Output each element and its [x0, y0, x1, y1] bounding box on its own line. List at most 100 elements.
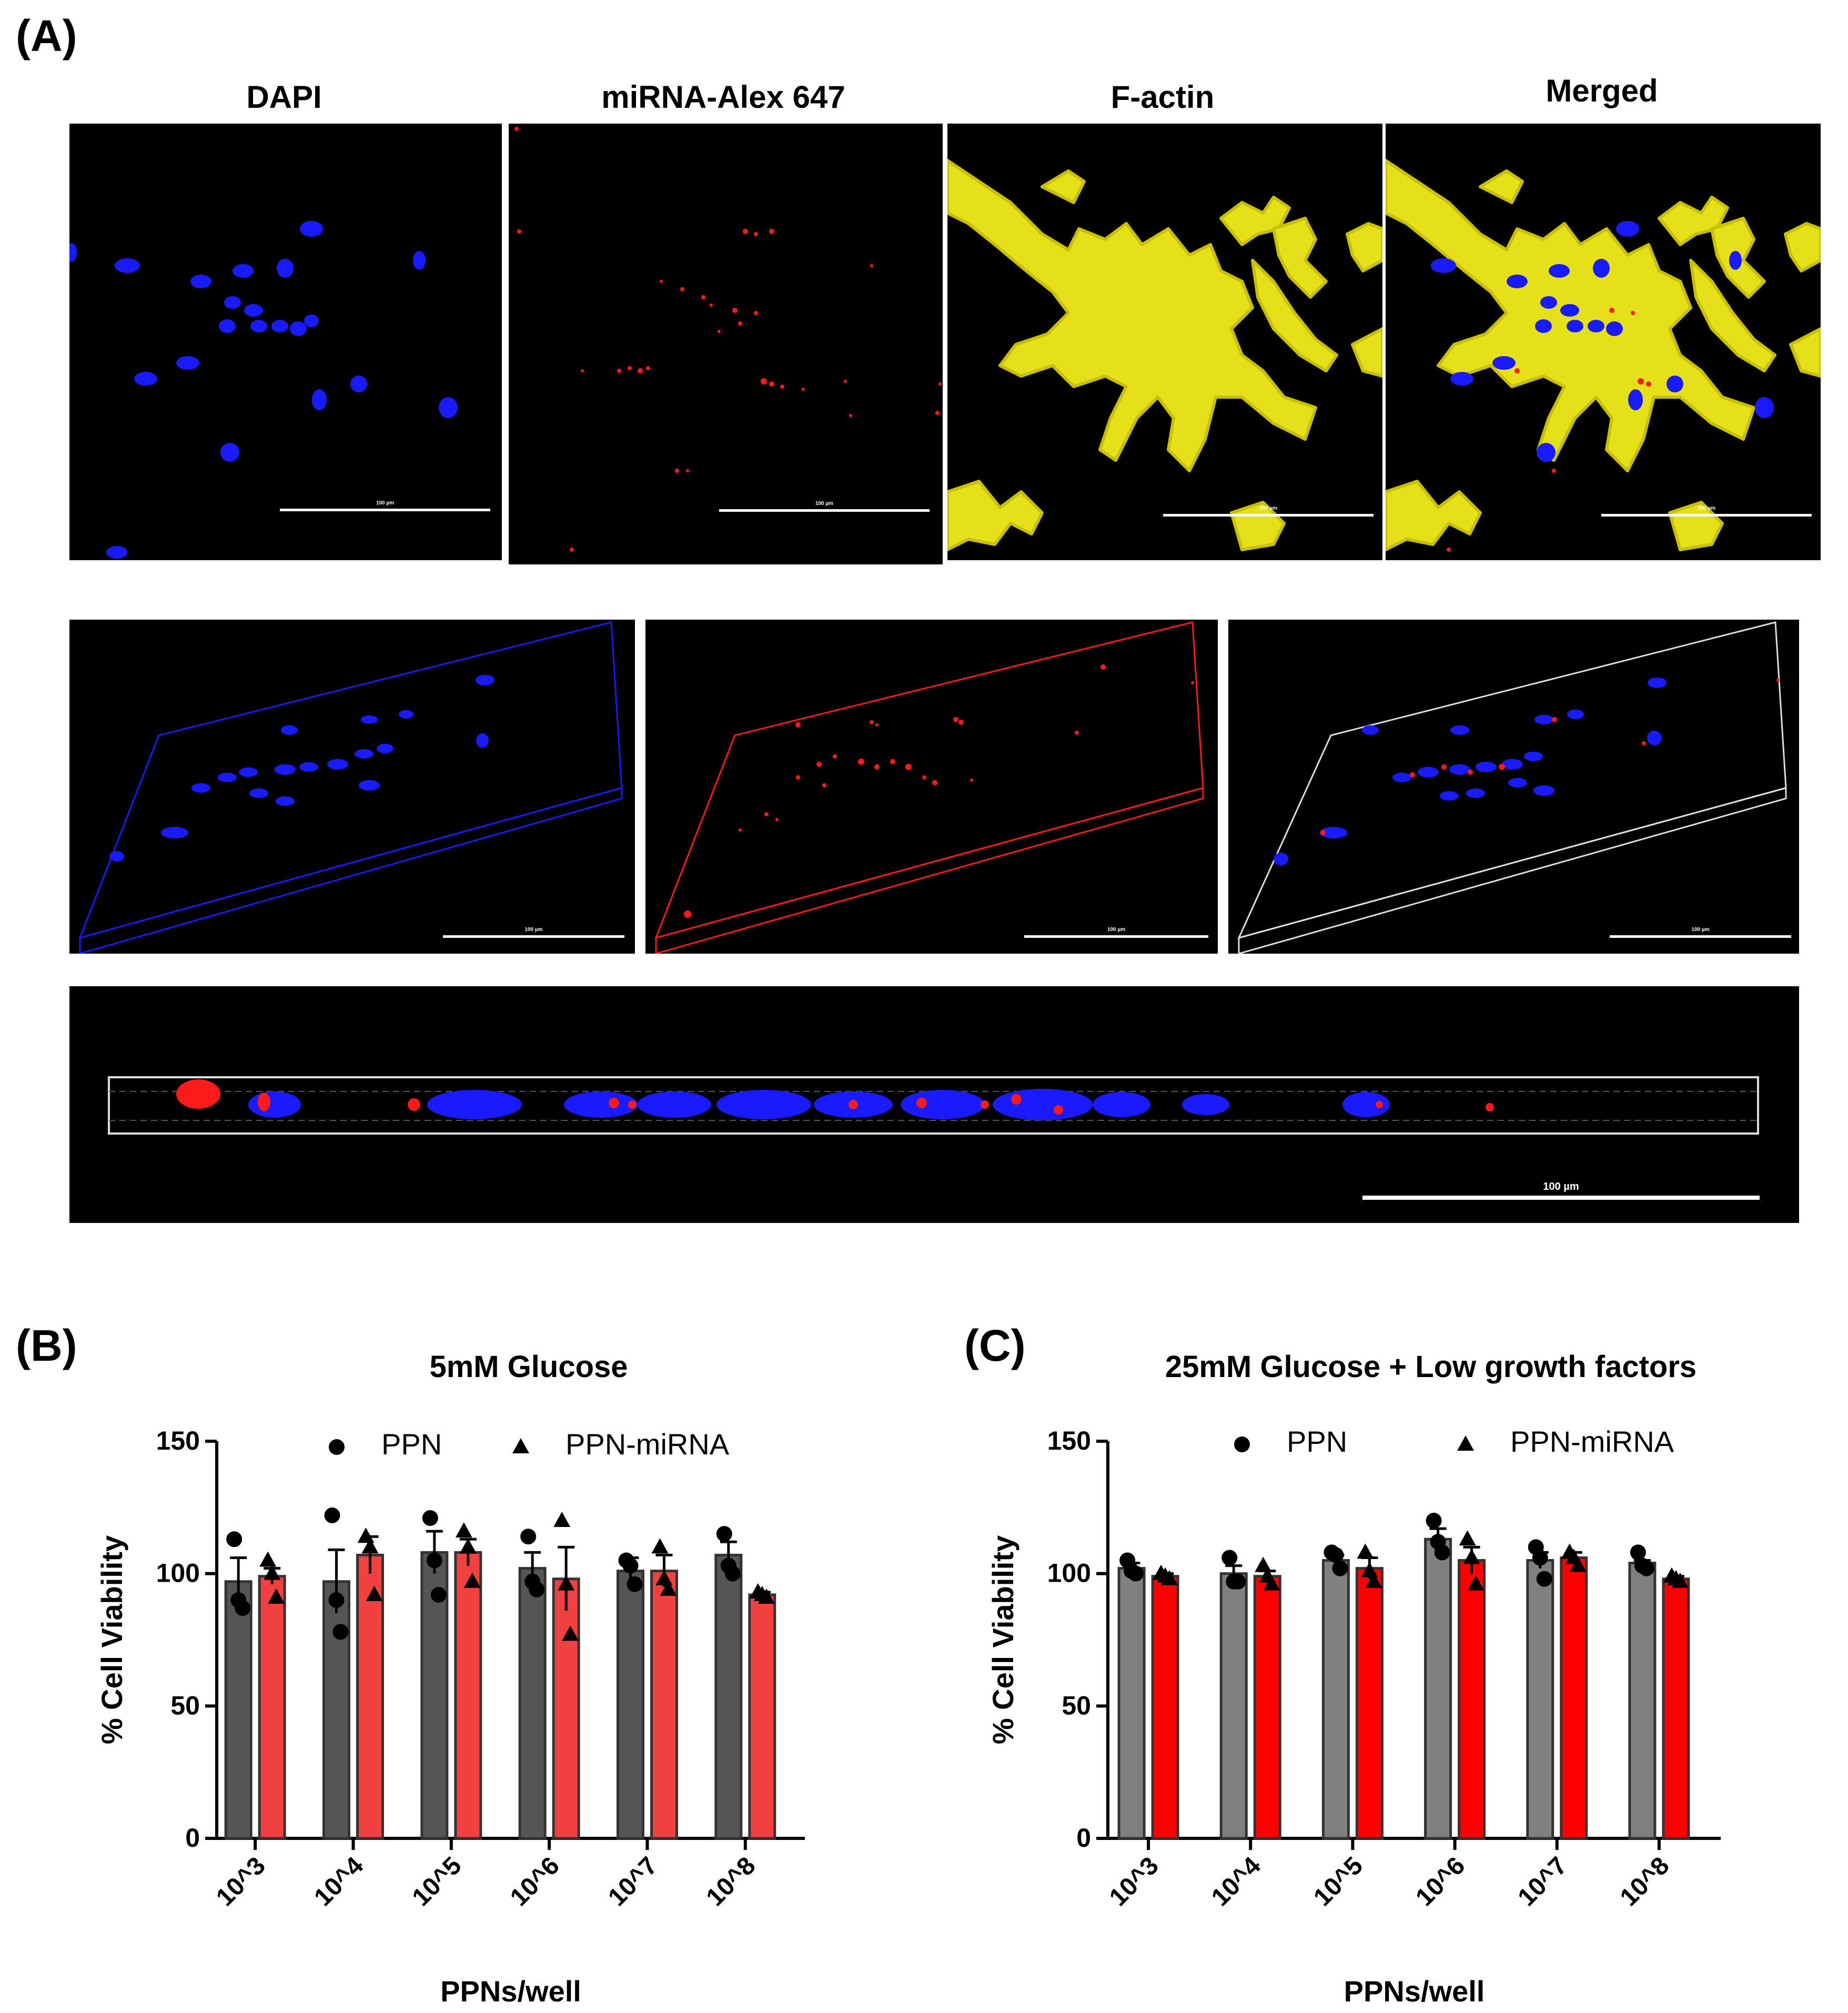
- data-point-ppn-mirna: [455, 1522, 472, 1538]
- x-tick-label: 10^7: [603, 1852, 663, 1911]
- scale-bar: [719, 509, 930, 512]
- data-point-ppn: [627, 1576, 643, 1592]
- bar-ppn-mirna: [356, 1553, 384, 1840]
- y-tick-label: 50: [170, 1691, 200, 1720]
- data-point-ppn-mirna: [1161, 1570, 1178, 1585]
- data-point-ppn-mirna: [361, 1538, 379, 1554]
- dapi-micrograph: 100 µm: [69, 124, 502, 560]
- scale-bar: [280, 509, 490, 511]
- scale-bar-label: 100 µm: [1259, 505, 1278, 511]
- panel-label-a: (A): [16, 11, 77, 60]
- data-point-ppn: [1638, 1560, 1654, 1576]
- x-tick-label: 10^4: [1206, 1852, 1266, 1911]
- bar-ppn-mirna: [748, 1593, 776, 1840]
- bar-ppn-mirna: [1560, 1556, 1588, 1840]
- x-tick-label: 10^8: [701, 1852, 761, 1911]
- bar-ppn: [714, 1553, 743, 1840]
- viability-chart-c: 0 50 100 150 % Cell Viability PPNs/well 10^3 10…: [986, 1425, 1721, 2008]
- data-point-ppn-mirna: [1463, 1549, 1480, 1564]
- y-tick-label: 150: [1047, 1426, 1091, 1455]
- chart-title-b: 5mM Glucose: [429, 1350, 628, 1384]
- bar-ppn: [1628, 1562, 1657, 1840]
- x-tick-label: 10^4: [309, 1852, 369, 1911]
- data-point-ppn-mirna: [562, 1625, 579, 1641]
- data-point-ppn: [529, 1581, 545, 1597]
- legend-label-ppn-mirna: PPN-miRNA: [1510, 1425, 1674, 1458]
- x-tick-label: 10^6: [1410, 1852, 1470, 1911]
- legend-marker-ppn: [1234, 1437, 1250, 1452]
- data-point-ppn: [622, 1557, 639, 1574]
- merged-micrograph: 100 µm: [1386, 124, 1821, 560]
- scale-bar: [1362, 1196, 1760, 1200]
- data-point-ppn-mirna: [1569, 1556, 1587, 1572]
- x-axis-label: PPNs/well: [1344, 1975, 1485, 2008]
- mirna-puncta: [514, 127, 942, 552]
- bar-ppn-mirna: [650, 1570, 678, 1840]
- bar-ppn-mirna: [1355, 1567, 1384, 1840]
- data-point-ppn-mirna: [264, 1564, 281, 1580]
- data-point-ppn-mirna: [463, 1572, 481, 1588]
- data-point-ppn-mirna: [366, 1585, 383, 1601]
- data-point-ppn: [1328, 1547, 1344, 1563]
- data-point-ppn-mirna: [1467, 1575, 1485, 1591]
- y-axis-label: % Cell Viability: [986, 1535, 1019, 1744]
- factin-micrograph: 100 µm: [947, 124, 1382, 560]
- dapi-3d-volume: [78, 621, 623, 954]
- x-tick-label: 10^7: [1513, 1852, 1573, 1911]
- data-point-ppn-mirna: [268, 1588, 285, 1604]
- data-point-ppn-mirna: [1671, 1572, 1689, 1588]
- x-tick-label: 10^3: [211, 1852, 271, 1911]
- bar-ppn: [518, 1567, 547, 1840]
- data-point-ppn: [430, 1586, 447, 1603]
- data-point-ppn: [1536, 1571, 1552, 1587]
- panel-label-b: (B): [16, 1321, 77, 1370]
- viability-chart-b: 0 50 100 150 % Cell Viability PPNs/well 10^3 10…: [95, 1426, 805, 2008]
- y-tick-label: 100: [156, 1559, 200, 1588]
- bar-ppn: [1424, 1537, 1452, 1840]
- scale-bar: [443, 935, 624, 938]
- data-point-ppn-mirna: [660, 1580, 677, 1596]
- data-point-ppn: [226, 1531, 243, 1547]
- bar-ppn-mirna: [1151, 1575, 1179, 1840]
- legend-label-ppn-mirna: PPN-miRNA: [565, 1428, 730, 1461]
- data-point-ppn-mirna: [758, 1588, 775, 1604]
- scale-bar-label: 100 µm: [815, 501, 834, 507]
- factin-cells: [947, 159, 1382, 551]
- y-tick-label: 100: [1047, 1559, 1091, 1588]
- data-point-ppn-mirna: [459, 1538, 477, 1554]
- bar-ppn-mirna: [552, 1577, 580, 1840]
- data-point-ppn: [1532, 1550, 1548, 1566]
- x-tick-label: 10^6: [505, 1852, 565, 1911]
- legend-marker-ppn-mirna: [512, 1438, 529, 1453]
- data-point-ppn-mirna: [553, 1512, 571, 1527]
- x-tick-label: 10^5: [407, 1852, 467, 1911]
- x-tick-label: 10^3: [1104, 1852, 1164, 1911]
- data-point-ppn: [520, 1529, 537, 1545]
- scale-bar-label: 100 µm: [376, 500, 395, 506]
- data-point-ppn: [1434, 1544, 1450, 1561]
- x-tick-label: 10^5: [1308, 1852, 1368, 1911]
- data-point-ppn: [724, 1565, 741, 1582]
- data-point-ppn: [328, 1592, 345, 1608]
- data-point-ppn-mirna: [651, 1538, 669, 1554]
- data-point-ppn-mirna: [1263, 1575, 1280, 1591]
- bar-ppn: [1321, 1559, 1350, 1840]
- y-tick-label: 0: [1076, 1823, 1091, 1853]
- bar-ppn: [1526, 1559, 1554, 1840]
- channel-title-merged: Merged: [1546, 73, 1658, 108]
- data-point-ppn: [1426, 1513, 1442, 1529]
- legend-marker-ppn-mirna: [1457, 1435, 1474, 1451]
- data-point-ppn-mirna: [1255, 1556, 1272, 1572]
- merged-cells: [1386, 159, 1821, 552]
- legend-marker-ppn: [329, 1439, 345, 1455]
- legend-label-ppn: PPN: [381, 1428, 442, 1461]
- data-point-ppn: [716, 1526, 732, 1542]
- channel-title-dapi: DAPI: [246, 79, 322, 115]
- side-view-volume: [108, 1076, 1759, 1135]
- channel-title-mirna: miRNA-Alex 647: [601, 79, 845, 115]
- scale-bar: [1610, 935, 1791, 938]
- mirna-micrograph: 100 µm: [509, 124, 943, 564]
- data-point-ppn: [324, 1507, 340, 1523]
- data-point-ppn: [1332, 1560, 1348, 1576]
- x-axis-label: PPNs/well: [440, 1975, 581, 2008]
